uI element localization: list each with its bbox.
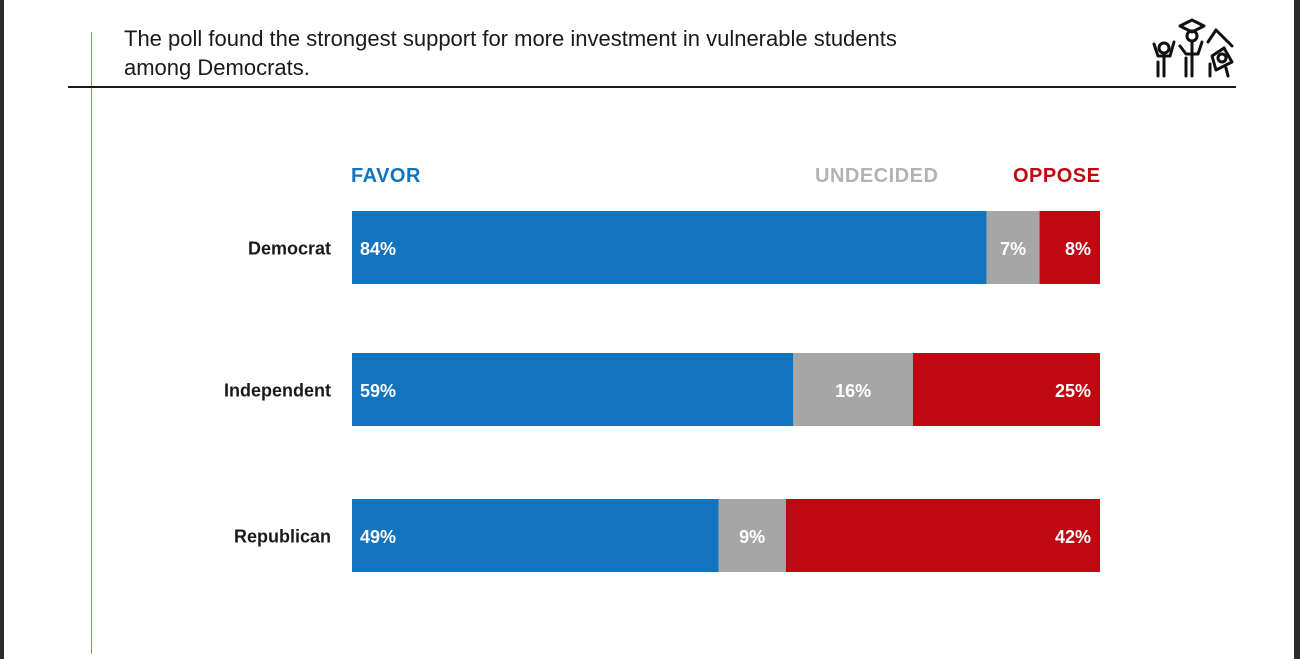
data-label-undecided-democrat: 7% [1000,239,1026,259]
category-label-democrat: Democrat [248,239,331,259]
bar-oppose-independent [913,353,1100,426]
bar-favor-republican [352,499,719,572]
chart-title-line-2: among Democrats. [124,55,310,80]
bar-undecided-republican [718,499,786,572]
bar-oppose-republican [785,499,1100,572]
data-label-oppose-independent: 25% [1055,381,1091,401]
chart-title-line-1: The poll found the strongest support for… [124,26,897,51]
data-label-oppose-republican: 42% [1055,527,1091,547]
data-label-favor-independent: 59% [360,381,396,401]
data-label-favor-democrat: 84% [360,239,396,259]
right-frame-edge [1294,0,1300,659]
data-label-oppose-democrat: 8% [1065,239,1091,259]
legend-undecided: UNDECIDED [815,165,939,187]
category-label-republican: Republican [234,527,331,547]
title-divider [68,86,1236,88]
data-label-undecided-republican: 9% [739,527,765,547]
data-label-favor-republican: 49% [360,527,396,547]
bar-undecided-democrat [986,211,1040,284]
chart-title: The poll found the strongest support for… [124,24,984,82]
celebrating-students-graduation-icon [1152,18,1234,78]
legend-oppose: OPPOSE [1013,165,1101,187]
legend-favor: FAVOR [351,165,421,187]
bar-favor-independent [352,353,794,426]
category-label-independent: Independent [224,381,331,401]
bar-favor-democrat [352,211,987,284]
margin-guide-line [91,32,92,654]
bar-undecided-independent [793,353,913,426]
left-frame-edge [0,0,4,659]
bar-oppose-democrat [1039,211,1100,284]
data-label-undecided-independent: 16% [835,381,871,401]
